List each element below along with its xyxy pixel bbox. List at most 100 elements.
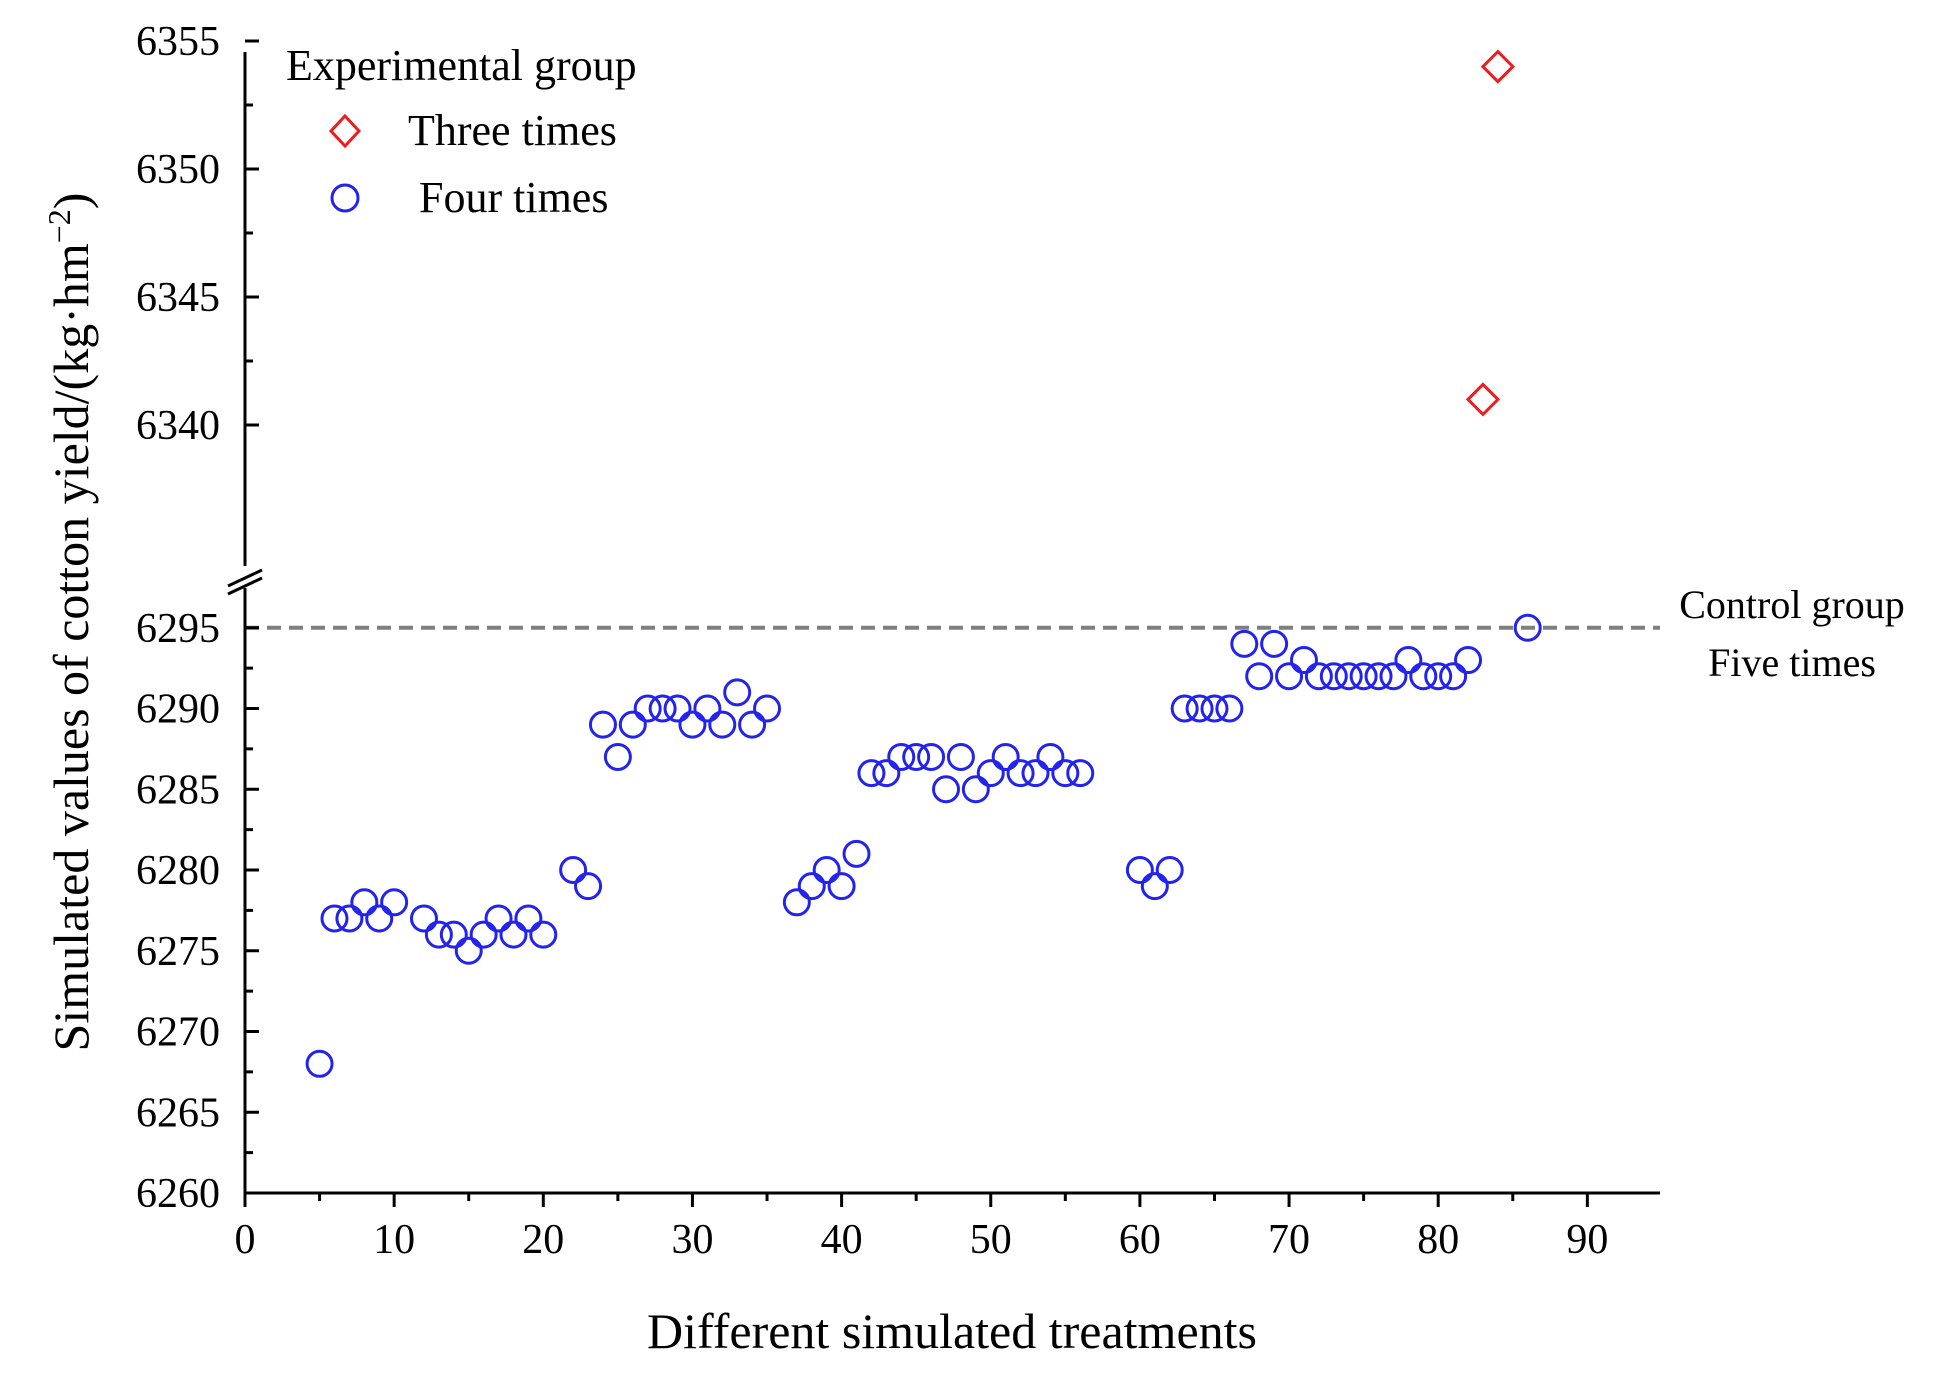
- point-four-times: [1066, 759, 1095, 788]
- point-four-times: [1409, 662, 1438, 691]
- y-tick-label-6285: 6285: [136, 767, 220, 813]
- point-four-times: [902, 742, 931, 771]
- tick-marks: [243, 39, 1589, 1207]
- point-four-times: [678, 710, 707, 739]
- point-four-times: [603, 742, 632, 771]
- x-tick-label-70: 70: [1268, 1217, 1310, 1263]
- point-four-times: [961, 775, 990, 804]
- point-four-times: [932, 775, 961, 804]
- point-four-times: [812, 856, 841, 884]
- point-four-times: [872, 759, 901, 788]
- point-four-times: [1394, 646, 1423, 675]
- x-tick-label-0: 0: [235, 1217, 256, 1263]
- point-four-times: [529, 920, 558, 949]
- point-four-times: [1424, 662, 1453, 691]
- point-four-times: [708, 710, 737, 739]
- point-four-times: [1349, 662, 1378, 691]
- point-four-times: [887, 742, 916, 771]
- y-tick-label-6280: 6280: [136, 848, 220, 894]
- y-tick-label-6265: 6265: [136, 1090, 220, 1136]
- tick-labels: 0 10 20 30 40 50 60 70 80 90 6260 6265 6270 6275 6280 6…: [136, 19, 1608, 1263]
- point-three-times: [1465, 382, 1501, 417]
- point-four-times: [1260, 629, 1289, 658]
- point-four-times: [1304, 662, 1333, 691]
- x-tick-label-10: 10: [373, 1217, 415, 1263]
- point-four-times: [1334, 662, 1363, 691]
- point-four-times: [1140, 872, 1169, 901]
- point-four-times: [484, 904, 513, 933]
- data-points: [305, 49, 1542, 1078]
- legend-circle-marker: [330, 183, 360, 213]
- x-tick-label-80: 80: [1417, 1217, 1459, 1263]
- x-tick-label-30: 30: [671, 1217, 713, 1263]
- point-four-times: [753, 694, 782, 723]
- point-four-times: [559, 856, 588, 884]
- point-four-times: [335, 904, 364, 933]
- point-four-times: [1275, 662, 1304, 691]
- point-four-times: [693, 694, 722, 723]
- point-four-times: [797, 872, 826, 901]
- point-four-times: [946, 742, 975, 771]
- legend-label-four-times: Four times: [408, 173, 608, 222]
- x-tick-label-20: 20: [522, 1217, 564, 1263]
- point-three-times: [1480, 49, 1515, 84]
- y-tick-label-6355: 6355: [136, 19, 220, 65]
- x-tick-label-60: 60: [1119, 1217, 1161, 1263]
- point-four-times: [663, 694, 692, 723]
- point-four-times: [1364, 662, 1393, 691]
- point-four-times: [409, 904, 438, 933]
- point-four-times: [1036, 742, 1065, 771]
- point-four-times: [305, 1049, 334, 1078]
- control-group-sublabel: Five times: [1708, 640, 1876, 685]
- x-axis-title: Different simulated treatments: [647, 1303, 1257, 1359]
- point-four-times: [1051, 759, 1080, 788]
- point-four-times: [1200, 694, 1229, 723]
- point-four-times: [320, 904, 349, 933]
- legend-diamond-marker: [328, 113, 362, 149]
- point-four-times: [1125, 856, 1154, 884]
- point-four-times: [648, 694, 677, 723]
- point-four-times: [469, 920, 498, 949]
- point-four-times: [1319, 662, 1348, 691]
- point-four-times: [738, 710, 767, 739]
- point-four-times: [1454, 646, 1483, 675]
- axis-break-mark-1: [227, 568, 263, 588]
- point-four-times: [1379, 662, 1408, 691]
- point-four-times: [365, 904, 394, 933]
- point-four-times: [424, 920, 453, 949]
- point-four-times: [1439, 662, 1468, 691]
- axis-break-mark-2: [227, 576, 263, 596]
- y-tick-label-6340: 6340: [136, 403, 220, 449]
- y-axis-title-superscript: −2: [41, 209, 77, 243]
- point-four-times: [380, 888, 409, 917]
- y-tick-label-6295: 6295: [136, 606, 220, 652]
- point-four-times: [1155, 856, 1184, 884]
- point-four-times: [1230, 629, 1259, 658]
- legend-label-three-times: Three times: [408, 106, 617, 155]
- point-four-times: [1289, 646, 1318, 675]
- point-four-times: [1021, 759, 1050, 788]
- point-four-times: [991, 742, 1020, 771]
- point-four-times: [454, 936, 483, 965]
- point-four-times: [1170, 694, 1199, 723]
- point-four-times: [976, 759, 1005, 788]
- control-group-label: Control group: [1679, 582, 1905, 627]
- x-tick-label-40: 40: [821, 1217, 863, 1263]
- y-tick-label-6345: 6345: [136, 275, 220, 321]
- point-four-times: [1245, 662, 1274, 691]
- point-four-times: [842, 839, 871, 868]
- x-tick-label-90: 90: [1566, 1217, 1608, 1263]
- point-four-times: [1215, 694, 1244, 723]
- point-four-times: [633, 694, 662, 723]
- point-four-times: [499, 920, 528, 949]
- y-tick-label-6275: 6275: [136, 929, 220, 975]
- y-axis-title: Simulated values of cotton yield/(kg·hm−…: [41, 193, 99, 1052]
- point-four-times: [588, 710, 617, 739]
- point-four-times: [1185, 694, 1214, 723]
- y-tick-label-6290: 6290: [136, 687, 220, 733]
- axes: [227, 52, 1660, 1195]
- y-axis-title-close: ): [43, 193, 99, 210]
- y-tick-label-6350: 6350: [136, 147, 220, 193]
- point-four-times: [439, 920, 468, 949]
